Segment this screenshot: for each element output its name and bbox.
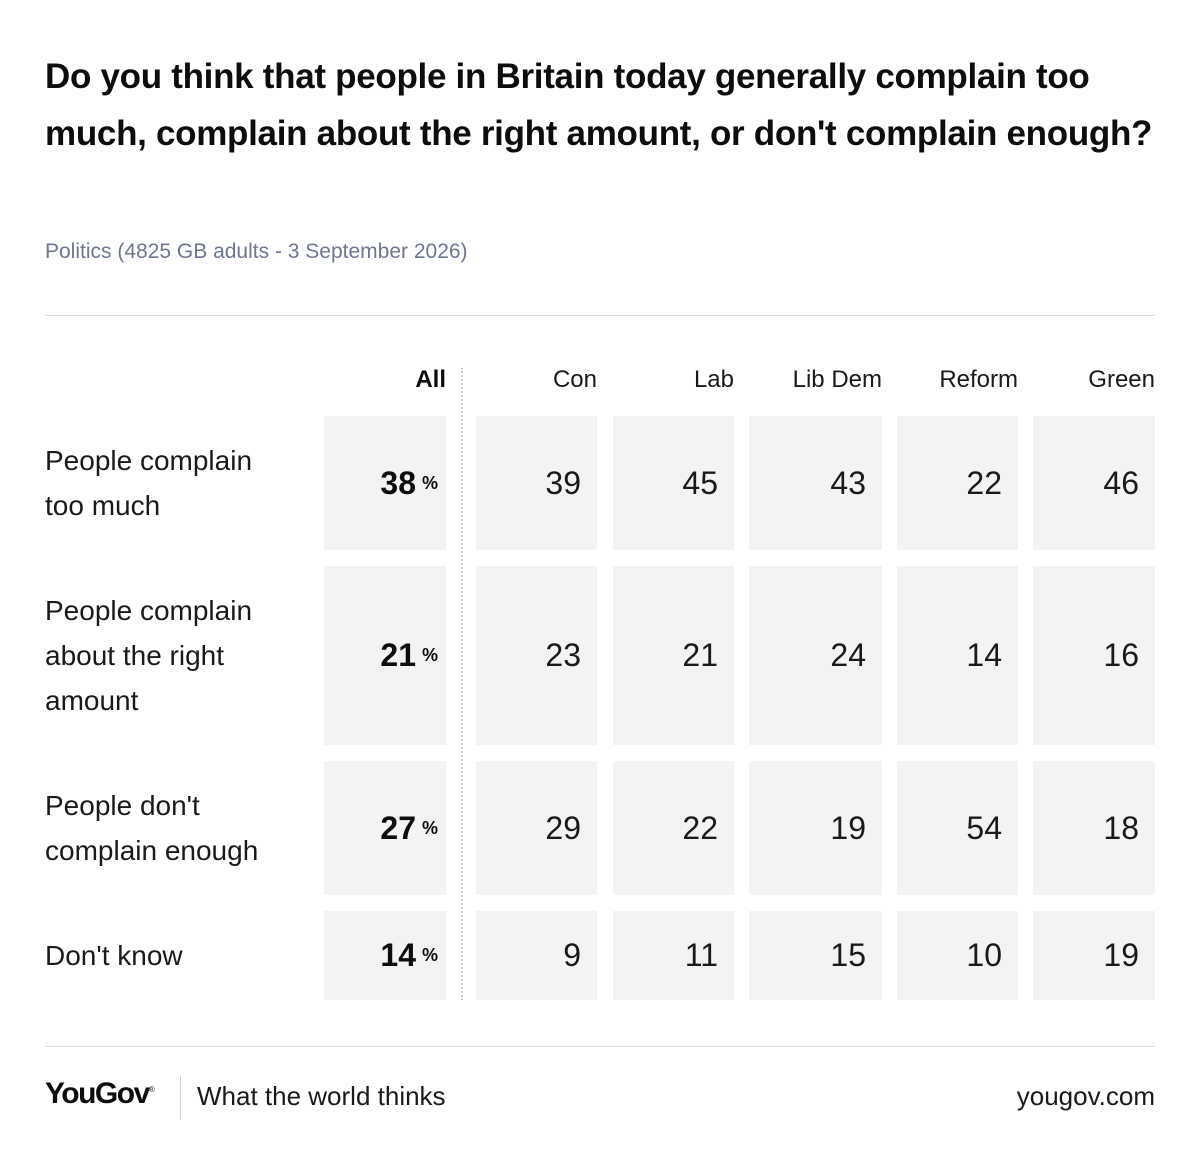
- chart-subtitle: Politics (4825 GB adults - 3 September 2…: [45, 240, 468, 263]
- cell-value: 11: [613, 911, 734, 1000]
- cell-value: 46: [1033, 416, 1155, 550]
- footer-site-link[interactable]: yougov.com: [1016, 1081, 1155, 1111]
- cell-value: 22: [897, 416, 1018, 550]
- cell-all-value: 27%: [324, 761, 446, 895]
- cell-value: 9: [476, 911, 597, 1000]
- cell-all-value: 38%: [324, 416, 446, 550]
- footer-tagline: What the world thinks: [197, 1081, 446, 1111]
- all-value: 27: [380, 809, 416, 846]
- cell-all-value: 14%: [324, 911, 446, 1000]
- cell-value: 16: [1033, 566, 1155, 745]
- cell-value: 15: [749, 911, 882, 1000]
- column-header-all: All: [415, 366, 446, 393]
- all-value: 21: [380, 637, 416, 673]
- cell-value: 45: [613, 416, 734, 550]
- column-header-lib-dem: Lib Dem: [792, 366, 882, 393]
- cell-value: 24: [749, 566, 882, 745]
- row-label: People complain too much: [45, 445, 253, 521]
- percent-sign: %: [421, 817, 438, 838]
- column-header-lab: Lab: [693, 366, 734, 393]
- cell-value: 29: [476, 761, 597, 895]
- yougov-logo: YouGov®: [45, 1077, 155, 1110]
- cell-value: 19: [1033, 911, 1155, 1000]
- column-header-con: Con: [552, 366, 597, 393]
- all-value: 38: [380, 464, 416, 501]
- top-divider: [45, 315, 1155, 316]
- cell-value: 43: [749, 416, 882, 550]
- cell-all-value: 21%: [324, 566, 446, 745]
- bottom-divider: [45, 1046, 1155, 1047]
- cell-value: 19: [749, 761, 882, 895]
- cell-value: 18: [1033, 761, 1155, 895]
- cell-value: 14: [897, 566, 1018, 745]
- column-header-green: Green: [1088, 366, 1155, 393]
- cell-value: 54: [897, 761, 1018, 895]
- percent-sign: %: [421, 945, 438, 965]
- chart-title: Do you think that people in Britain toda…: [45, 57, 1153, 153]
- cell-value: 10: [897, 911, 1018, 1000]
- cell-value: 23: [476, 566, 597, 745]
- row-label: Don't know: [45, 940, 183, 971]
- row-label: People don't complain enough: [45, 790, 259, 866]
- all-value: 14: [380, 937, 416, 973]
- row-label: People complain about the right amount: [45, 595, 253, 716]
- footer-separator: [180, 1076, 181, 1120]
- cell-value: 22: [613, 761, 734, 895]
- cell-value: 39: [476, 416, 597, 550]
- column-header-reform: Reform: [939, 366, 1018, 393]
- all-column-divider: [461, 368, 463, 1000]
- percent-sign: %: [421, 645, 438, 665]
- cell-value: 21: [613, 566, 734, 745]
- percent-sign: %: [421, 472, 438, 493]
